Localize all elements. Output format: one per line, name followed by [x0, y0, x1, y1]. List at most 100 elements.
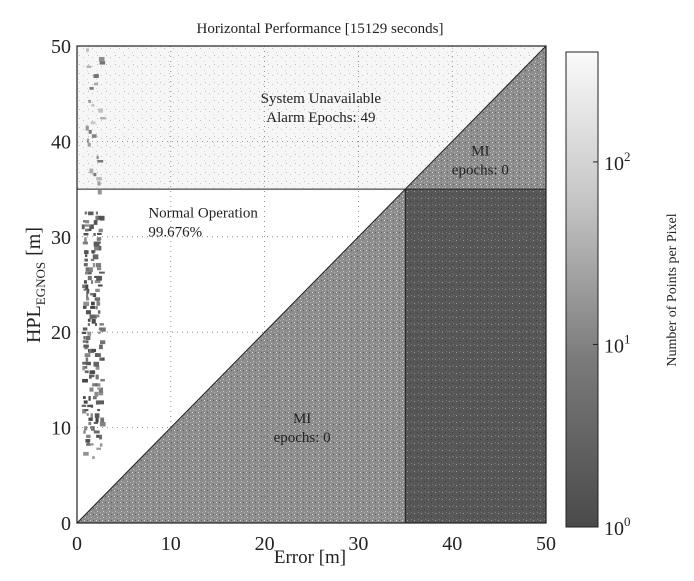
data-point — [98, 387, 104, 393]
data-point — [87, 318, 91, 322]
data-point — [85, 310, 92, 315]
data-point — [91, 250, 95, 254]
region-label-mi-upper: MI — [471, 144, 489, 160]
data-point — [99, 323, 104, 326]
data-point — [91, 314, 97, 319]
data-point — [82, 361, 87, 365]
data-point — [97, 190, 102, 195]
data-point — [96, 245, 102, 251]
data-point — [92, 293, 97, 297]
data-point — [82, 305, 87, 309]
colorbar-tick-label: 100 — [604, 514, 631, 540]
data-point — [99, 443, 103, 447]
data-point — [96, 297, 100, 302]
data-point — [86, 138, 90, 143]
chart-title: Horizontal Performance [15129 seconds] — [196, 21, 443, 37]
data-point — [98, 108, 103, 113]
data-point — [91, 318, 96, 324]
data-point — [91, 104, 95, 107]
data-point — [83, 232, 89, 236]
data-point — [89, 87, 94, 90]
data-point — [83, 336, 86, 340]
data-point — [86, 443, 91, 446]
y-tick-label: 10 — [51, 418, 71, 440]
data-point — [96, 237, 101, 241]
data-point — [94, 280, 101, 284]
colorbar: 100 101 102 — [565, 51, 631, 540]
data-point — [96, 275, 103, 281]
data-point — [85, 267, 89, 272]
data-point — [83, 263, 88, 267]
data-point — [89, 168, 94, 174]
data-point — [91, 370, 95, 373]
data-point — [82, 396, 86, 400]
data-point — [82, 284, 86, 289]
data-point — [93, 430, 100, 434]
data-point — [85, 336, 91, 340]
data-point — [85, 220, 90, 224]
data-point — [83, 366, 88, 369]
colorbar-tick-label: 101 — [604, 331, 631, 357]
data-point — [88, 417, 93, 421]
data-point — [95, 374, 99, 380]
data-point — [82, 220, 87, 223]
data-point — [90, 258, 95, 262]
data-point — [86, 48, 89, 52]
diagonal-line — [76, 45, 547, 524]
region-label-mi-lower: MI — [293, 411, 311, 427]
data-point — [84, 224, 91, 227]
data-point — [97, 160, 104, 163]
region-label-mi-lower: epochs: 0 — [274, 430, 331, 446]
data-point — [95, 215, 99, 221]
data-point — [99, 215, 105, 221]
plot-border — [76, 45, 547, 524]
data-point — [94, 353, 101, 358]
data-point — [95, 305, 98, 310]
data-point — [96, 215, 102, 220]
data-point — [89, 314, 93, 320]
data-point — [100, 378, 105, 382]
data-point — [84, 426, 88, 431]
data-point — [82, 340, 87, 343]
data-point — [97, 284, 103, 287]
data-point — [82, 241, 88, 245]
region-label-normal: 99.676% — [148, 225, 202, 241]
data-point — [81, 404, 87, 407]
data-point — [86, 434, 91, 438]
data-point — [98, 228, 103, 233]
data-point — [100, 327, 106, 332]
data-point — [84, 250, 89, 255]
y-tick-label: 30 — [51, 227, 71, 249]
x-tick-label: 50 — [536, 533, 556, 555]
data-point — [87, 323, 91, 326]
data-point — [88, 271, 92, 275]
data-point — [91, 301, 95, 306]
data-point — [97, 232, 102, 235]
data-point — [96, 301, 101, 306]
data-band — [81, 48, 106, 459]
data-point — [98, 327, 101, 331]
data-point — [95, 383, 98, 387]
data-point — [84, 370, 89, 374]
colorbar-tick-label: 102 — [604, 149, 631, 175]
y-axis-label: HPL — [23, 305, 45, 343]
data-point — [93, 74, 99, 78]
data-point — [82, 408, 87, 414]
data-point — [93, 220, 98, 225]
data-point — [96, 447, 101, 450]
data-point — [94, 413, 100, 418]
data-point — [86, 413, 89, 416]
data-point — [85, 254, 88, 257]
data-point — [85, 357, 89, 362]
y-tick-label: 40 — [51, 131, 71, 153]
data-point — [100, 340, 106, 345]
data-point — [92, 263, 96, 268]
data-point — [96, 155, 99, 160]
region-label-mi-upper: epochs: 0 — [452, 163, 509, 179]
data-point — [92, 383, 97, 387]
data-point — [100, 117, 106, 120]
data-point — [97, 181, 101, 186]
y-axis-label-unit: [m] — [23, 227, 45, 256]
data-point — [82, 378, 88, 383]
data-point — [86, 439, 91, 443]
